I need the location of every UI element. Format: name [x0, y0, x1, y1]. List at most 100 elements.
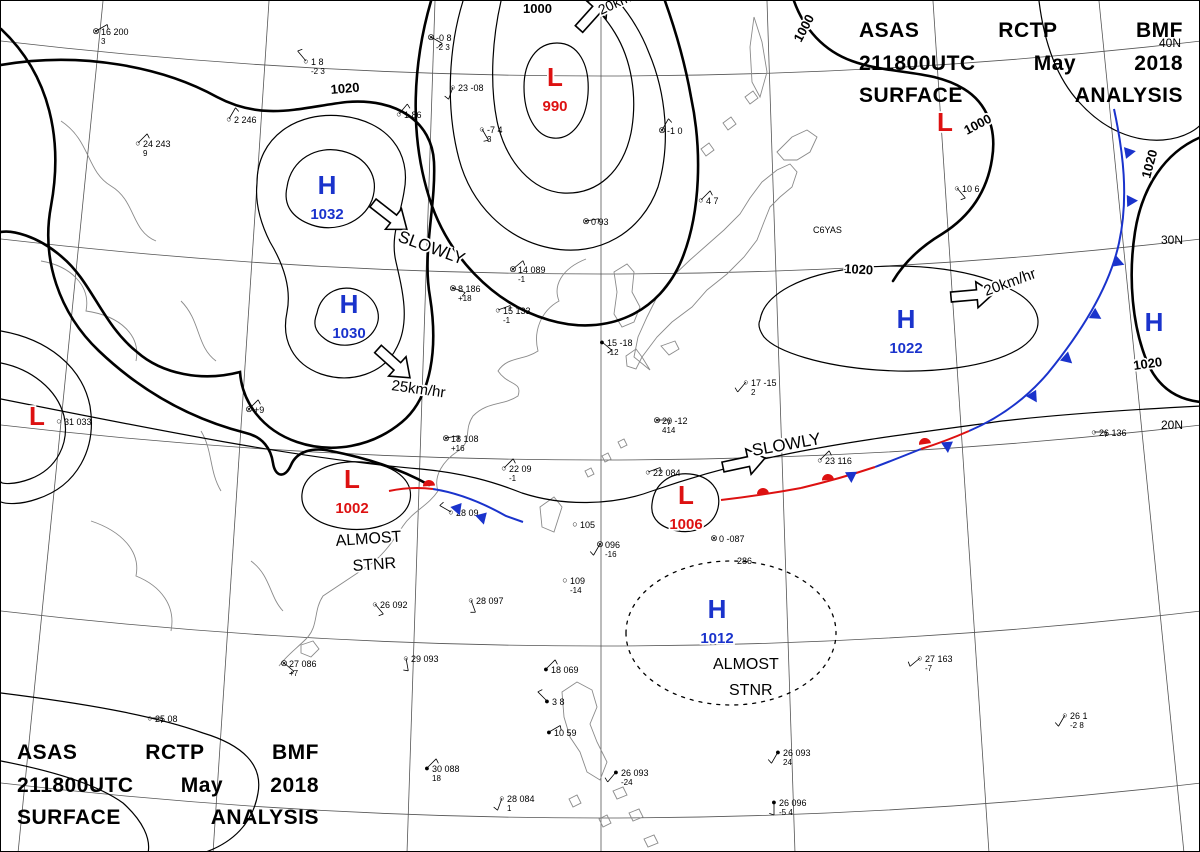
svg-text:2 246: 2 246 — [234, 115, 257, 125]
svg-text:105: 105 — [580, 520, 595, 530]
svg-text:L: L — [678, 480, 694, 510]
svg-text:⊗: ⊗ — [710, 533, 718, 543]
svg-text:1022: 1022 — [889, 340, 922, 357]
svg-text:H: H — [1145, 307, 1164, 337]
svg-text:H: H — [318, 170, 337, 200]
svg-text:26 093: 26 093 — [621, 768, 649, 778]
svg-text:1 86: 1 86 — [404, 110, 422, 120]
svg-text:25 08: 25 08 — [155, 714, 178, 724]
svg-text:4 7: 4 7 — [706, 196, 719, 206]
svg-text:1020: 1020 — [330, 80, 360, 97]
svg-text:-7 4: -7 4 — [487, 125, 503, 135]
svg-text:31 033: 31 033 — [64, 417, 92, 427]
svg-text:SLOWLY: SLOWLY — [396, 227, 468, 269]
svg-text:26 092: 26 092 — [380, 600, 408, 610]
coastline-layer — [40, 16, 818, 848]
title-line-type: SURFACE ANALYSIS — [859, 84, 1183, 108]
svg-text:26 1: 26 1 — [1070, 711, 1088, 721]
svg-text:990: 990 — [542, 98, 567, 115]
svg-text:8 186: 8 186 — [458, 284, 481, 294]
svg-text:28 084: 28 084 — [507, 794, 535, 804]
svg-text:0 93: 0 93 — [591, 217, 609, 227]
svg-text:24 243: 24 243 — [143, 139, 171, 149]
svg-text:STNR: STNR — [352, 555, 397, 575]
svg-text:-2 8: -2 8 — [1070, 721, 1084, 730]
svg-text:20km/hr: 20km/hr — [596, 1, 649, 18]
svg-text:-0 8: -0 8 — [436, 33, 452, 43]
svg-text:-1: -1 — [503, 316, 511, 325]
svg-text:18: 18 — [432, 774, 441, 783]
svg-text:10 59: 10 59 — [554, 728, 577, 738]
svg-text:-1: -1 — [518, 275, 526, 284]
svg-text:25km/hr: 25km/hr — [390, 377, 446, 401]
svg-text:+9: +9 — [254, 405, 264, 415]
svg-text:-7: -7 — [925, 664, 933, 673]
svg-text:15 -18: 15 -18 — [607, 338, 633, 348]
svg-text:-16: -16 — [605, 550, 617, 559]
svg-text:-24: -24 — [621, 778, 633, 787]
svg-text:0 -087: 0 -087 — [719, 534, 745, 544]
svg-text:1012: 1012 — [700, 630, 733, 647]
svg-text:26 136: 26 136 — [1099, 428, 1127, 438]
svg-text:15 133: 15 133 — [503, 306, 531, 316]
title-block-bottom-left: ASAS RCTP BMF 211800UTC May 2018 SURFACE… — [17, 737, 319, 835]
svg-text:28 09: 28 09 — [456, 508, 479, 518]
svg-text:+16: +16 — [451, 444, 465, 453]
svg-text:-5 4: -5 4 — [779, 808, 793, 817]
svg-text:L: L — [937, 107, 953, 137]
arrow-layer — [368, 1, 996, 477]
svg-text:23 -08: 23 -08 — [458, 83, 484, 93]
svg-text:20N: 20N — [1161, 418, 1183, 432]
svg-text:10 6: 10 6 — [962, 184, 980, 194]
svg-text:H: H — [897, 304, 916, 334]
title-line-product: ASAS RCTP BMF — [17, 741, 319, 764]
svg-text:1 8: 1 8 — [311, 57, 324, 67]
svg-text:⊗: ⊗ — [509, 264, 517, 274]
svg-text:L: L — [29, 401, 45, 431]
svg-text:109: 109 — [570, 576, 585, 586]
svg-text:17 -15: 17 -15 — [751, 378, 777, 388]
svg-text:1006: 1006 — [669, 516, 702, 533]
title-line-time: 211800UTC May 2018 — [17, 773, 319, 797]
svg-text:1000: 1000 — [523, 1, 552, 16]
svg-text:1020: 1020 — [1132, 354, 1163, 373]
svg-text:ALMOST: ALMOST — [713, 656, 779, 673]
svg-text:096: 096 — [605, 540, 620, 550]
svg-text:L: L — [344, 464, 360, 494]
svg-text:22 084: 22 084 — [653, 468, 681, 478]
svg-text:1000: 1000 — [790, 12, 817, 45]
svg-text:27 086: 27 086 — [289, 659, 317, 669]
svg-text:18 108: 18 108 — [451, 434, 479, 444]
svg-text:29 093: 29 093 — [411, 654, 439, 664]
svg-text:○: ○ — [562, 575, 567, 585]
svg-text:26 093: 26 093 — [783, 748, 811, 758]
title-line-type: SURFACE ANALYSIS — [17, 806, 319, 830]
svg-text:H: H — [340, 289, 359, 319]
svg-text:23 116: 23 116 — [825, 456, 852, 466]
title-line-time: 211800UTC May 2018 — [859, 51, 1183, 75]
svg-text:30 088: 30 088 — [432, 764, 460, 774]
svg-text:3: 3 — [487, 135, 492, 144]
svg-text:C6YAS: C6YAS — [813, 225, 842, 235]
svg-text:-1: -1 — [509, 474, 517, 483]
svg-text:1020: 1020 — [844, 261, 874, 277]
svg-text:+18: +18 — [458, 294, 472, 303]
svg-text:3 8: 3 8 — [552, 697, 565, 707]
svg-text:30N: 30N — [1161, 233, 1183, 247]
svg-text:-14: -14 — [570, 586, 582, 595]
svg-text:22 09: 22 09 — [509, 464, 532, 474]
svg-text:H: H — [708, 594, 727, 624]
svg-text:20 -12: 20 -12 — [662, 416, 688, 426]
svg-text:-2 3: -2 3 — [436, 43, 450, 52]
svg-text:○: ○ — [56, 416, 61, 426]
svg-text:+7: +7 — [289, 669, 299, 678]
title-line-product: ASAS RCTP BMF — [859, 19, 1183, 42]
title-block-top-right: ASAS RCTP BMF 211800UTC May 2018 SURFACE… — [859, 15, 1183, 113]
svg-text:9: 9 — [143, 149, 148, 158]
svg-text:○: ○ — [572, 519, 577, 529]
svg-text:-2 3: -2 3 — [311, 67, 325, 76]
